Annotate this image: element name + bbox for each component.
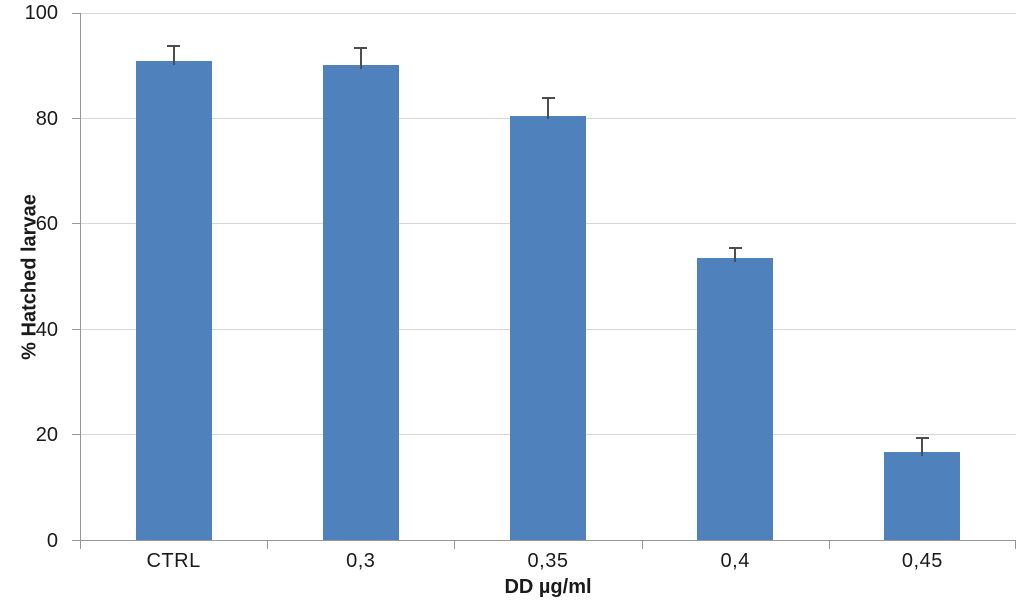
error-bar-line xyxy=(172,45,175,65)
y-axis-tick xyxy=(72,117,80,119)
y-tick-label: 80 xyxy=(35,107,58,130)
error-bar-line xyxy=(547,98,549,120)
y-tick-label: 40 xyxy=(35,318,58,341)
y-axis-tick xyxy=(72,13,80,14)
error-bar-line xyxy=(734,248,737,262)
y-tick-label: 20 xyxy=(35,424,58,447)
x-axis-tick xyxy=(454,541,456,549)
x-category-label: 0,35 xyxy=(527,550,569,572)
error-bar-cap xyxy=(541,97,555,99)
x-category-label: 0,3 xyxy=(346,550,376,572)
x-axis-title: DD µg/ml xyxy=(504,576,592,598)
x-axis-tick xyxy=(828,541,830,549)
x-category-label: 0,4 xyxy=(720,550,750,572)
error-bar-cap xyxy=(167,44,181,47)
plot-area xyxy=(72,13,1016,549)
gridline xyxy=(80,13,1016,14)
x-axis-tick xyxy=(641,541,643,549)
x-category-label: CTRL xyxy=(146,550,201,572)
bar xyxy=(322,65,399,540)
x-axis-tick xyxy=(1015,541,1016,549)
error-bar-line xyxy=(359,47,362,70)
y-tick-label: 0 xyxy=(46,530,58,552)
x-axis-tick xyxy=(267,541,269,549)
x-axis-line xyxy=(80,540,1016,541)
y-tick-label: 100 xyxy=(24,2,58,24)
y-axis-line xyxy=(80,13,81,541)
bar xyxy=(884,452,961,540)
error-bar-line xyxy=(921,438,924,457)
y-axis-tick xyxy=(72,434,80,436)
error-bar-cap xyxy=(915,437,929,440)
x-axis-tick xyxy=(80,541,81,549)
bar xyxy=(135,60,212,540)
y-axis-tick xyxy=(72,540,80,541)
x-category-label: 0,45 xyxy=(901,550,943,572)
y-axis-tick xyxy=(72,223,80,225)
error-bar-cap xyxy=(354,46,368,49)
y-tick-label: 60 xyxy=(35,213,58,236)
bar xyxy=(697,257,774,540)
y-axis-tick xyxy=(72,328,80,330)
bar xyxy=(510,115,586,540)
error-bar-cap xyxy=(728,247,742,250)
